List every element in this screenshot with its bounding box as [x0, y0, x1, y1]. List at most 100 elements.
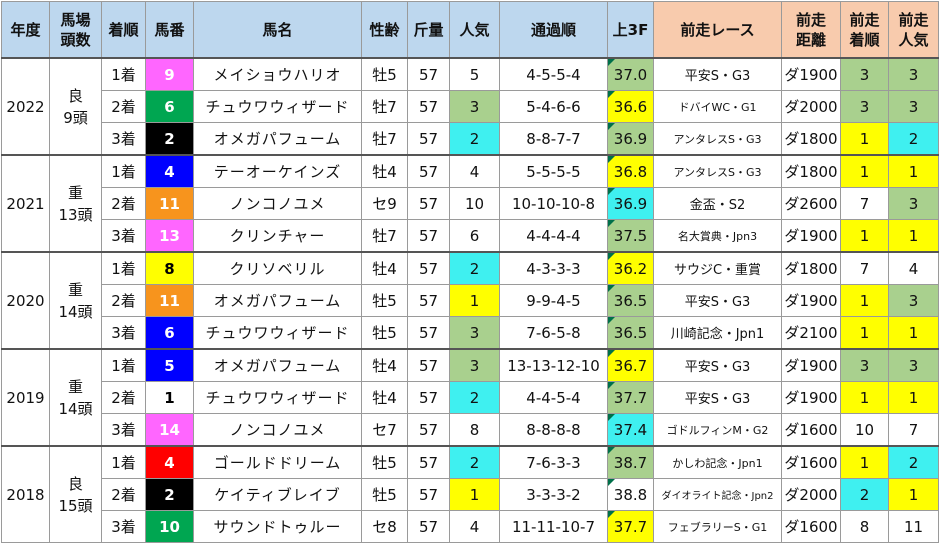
rank-cell: 1着: [101, 57, 146, 91]
prev-rank-cell: 3: [840, 57, 889, 91]
sex-age-cell: 牡7: [361, 122, 408, 156]
cell-marker-icon: [608, 414, 615, 421]
horse-number-cell: 2: [145, 122, 194, 156]
cell-marker-icon: [608, 220, 615, 227]
cell-marker-icon: [608, 188, 615, 195]
last3f-cell: 36.5: [607, 284, 654, 317]
cell-marker-icon: [608, 350, 615, 357]
prev-popularity-cell: 1: [888, 478, 939, 511]
prev-distance-cell: ダ2000: [781, 478, 841, 511]
table-row: 3着 13 クリンチャー 牡7 57 6 4-4-4-4 37.5 名大賞典・Jpn3 ダ1900…: [2, 219, 939, 253]
last3f-cell: 36.9: [607, 187, 654, 220]
prev-distance-cell: ダ1900: [781, 381, 841, 414]
rank-cell: 3着: [101, 219, 146, 253]
weight-cell: 57: [407, 122, 450, 156]
horse-name-cell: オメガパフューム: [193, 348, 362, 382]
last3f-cell: 37.7: [607, 381, 654, 414]
table-row: 2020 重 14頭 1着 8 クリソベリル 牡4 57 2 4-3-3-3 36.2 サウジC・重賞…: [1, 251, 939, 350]
cell-marker-icon: [608, 479, 615, 486]
last3f-cell: 37.0: [607, 57, 654, 91]
prev-rank-cell: 8: [840, 510, 889, 543]
prev-distance-cell: ダ1600: [781, 413, 841, 447]
prev-distance-cell: ダ1800: [781, 251, 841, 285]
prev-distance-cell: ダ2000: [781, 90, 841, 123]
prev-popularity-cell: 3: [888, 187, 939, 220]
prev-distance-cell: ダ1900: [781, 219, 841, 253]
horse-name-cell: クリンチャー: [193, 219, 362, 253]
track-condition: 良: [67, 474, 83, 493]
horse-number-cell: 11: [145, 187, 194, 220]
sex-age-cell: 牡5: [361, 478, 408, 511]
last3f-cell: 38.8: [607, 478, 654, 511]
header-sex-age: 性齢: [361, 1, 408, 59]
prev-distance-cell: ダ1900: [781, 348, 841, 382]
prev-rank-cell: 7: [840, 251, 889, 285]
passing-order-cell: 5-4-6-6: [499, 90, 608, 123]
prev-race-cell: アンタレスS・G3: [653, 154, 782, 188]
prev-rank-cell: 2: [840, 478, 889, 511]
header-prev-rank: 前走 着順: [840, 1, 889, 59]
last3f-cell: 37.7: [607, 510, 654, 543]
prev-rank-cell: 1: [840, 381, 889, 414]
horse-name-cell: ケイティブレイブ: [193, 478, 362, 511]
rank-cell: 3着: [101, 510, 146, 543]
weight-cell: 57: [407, 348, 450, 382]
horse-number-cell: 11: [145, 284, 194, 317]
table-row: 2着 1 チュウワウィザード 牡4 57 2 4-4-5-4 37.7 平安S・G3 ダ1900 1…: [2, 381, 939, 414]
weight-cell: 57: [407, 478, 450, 511]
horse-number-cell: 14: [145, 413, 194, 447]
cell-marker-icon: [608, 285, 615, 292]
horse-number-cell: 1: [145, 381, 194, 414]
track-condition: 良: [67, 86, 83, 105]
prev-popularity-cell: 2: [888, 445, 939, 479]
popularity-cell: 2: [449, 445, 500, 479]
horse-name-cell: テーオーケインズ: [193, 154, 362, 188]
last3f-cell: 37.4: [607, 413, 654, 447]
prev-race-cell: ダイオライト記念・Jpn2: [653, 478, 782, 511]
field-size: 13頭: [58, 205, 93, 224]
horse-number-cell: 13: [145, 219, 194, 253]
horse-name-cell: チュウワウィザード: [193, 90, 362, 123]
prev-race-cell: 名大賞典・Jpn3: [653, 219, 782, 253]
last3f-cell: 36.6: [607, 90, 654, 123]
year-cell: 2022: [1, 57, 50, 156]
field-condition-cell: 良 9頭: [49, 57, 102, 156]
passing-order-cell: 3-3-3-2: [499, 478, 608, 511]
prev-rank-cell: 1: [840, 316, 889, 350]
rank-cell: 1着: [101, 251, 146, 285]
popularity-cell: 8: [449, 413, 500, 447]
horse-number-cell: 6: [145, 316, 194, 350]
field-size: 14頭: [58, 399, 93, 418]
rank-cell: 2着: [101, 478, 146, 511]
weight-cell: 57: [407, 154, 450, 188]
last3f-value: 37.7: [613, 517, 648, 536]
cell-marker-icon: [608, 511, 615, 518]
passing-order-cell: 9-9-4-5: [499, 284, 608, 317]
prev-race-cell: 金盃・S2: [653, 187, 782, 220]
horse-name-cell: チュウワウィザード: [193, 316, 362, 350]
header-passing: 通過順: [499, 1, 608, 59]
horse-name-cell: クリソベリル: [193, 251, 362, 285]
passing-order-cell: 4-4-4-4: [499, 219, 608, 253]
sex-age-cell: 牡5: [361, 445, 408, 479]
header-weight: 斤量: [407, 1, 450, 59]
rank-cell: 2着: [101, 90, 146, 123]
last3f-value: 37.7: [613, 388, 648, 407]
last3f-value: 36.9: [613, 194, 648, 213]
prev-rank-cell: 1: [840, 122, 889, 156]
sex-age-cell: セ9: [361, 187, 408, 220]
prev-rank-cell: 10: [840, 413, 889, 447]
cell-marker-icon: [608, 123, 615, 130]
weight-cell: 57: [407, 187, 450, 220]
weight-cell: 57: [407, 510, 450, 543]
prev-race-cell: かしわ記念・Jpn1: [653, 445, 782, 479]
popularity-cell: 3: [449, 348, 500, 382]
prev-popularity-cell: 11: [888, 510, 939, 543]
popularity-cell: 2: [449, 381, 500, 414]
last3f-cell: 36.2: [607, 251, 654, 285]
passing-order-cell: 4-3-3-3: [499, 251, 608, 285]
prev-popularity-cell: 3: [888, 284, 939, 317]
last3f-value: 37.4: [613, 420, 648, 439]
prev-distance-cell: ダ1600: [781, 445, 841, 479]
table-row: 2022 良 9頭 1着 9 メイショウハリオ 牡5 57 5 4-5-5-4 37.0 平安S・G3…: [1, 57, 939, 156]
